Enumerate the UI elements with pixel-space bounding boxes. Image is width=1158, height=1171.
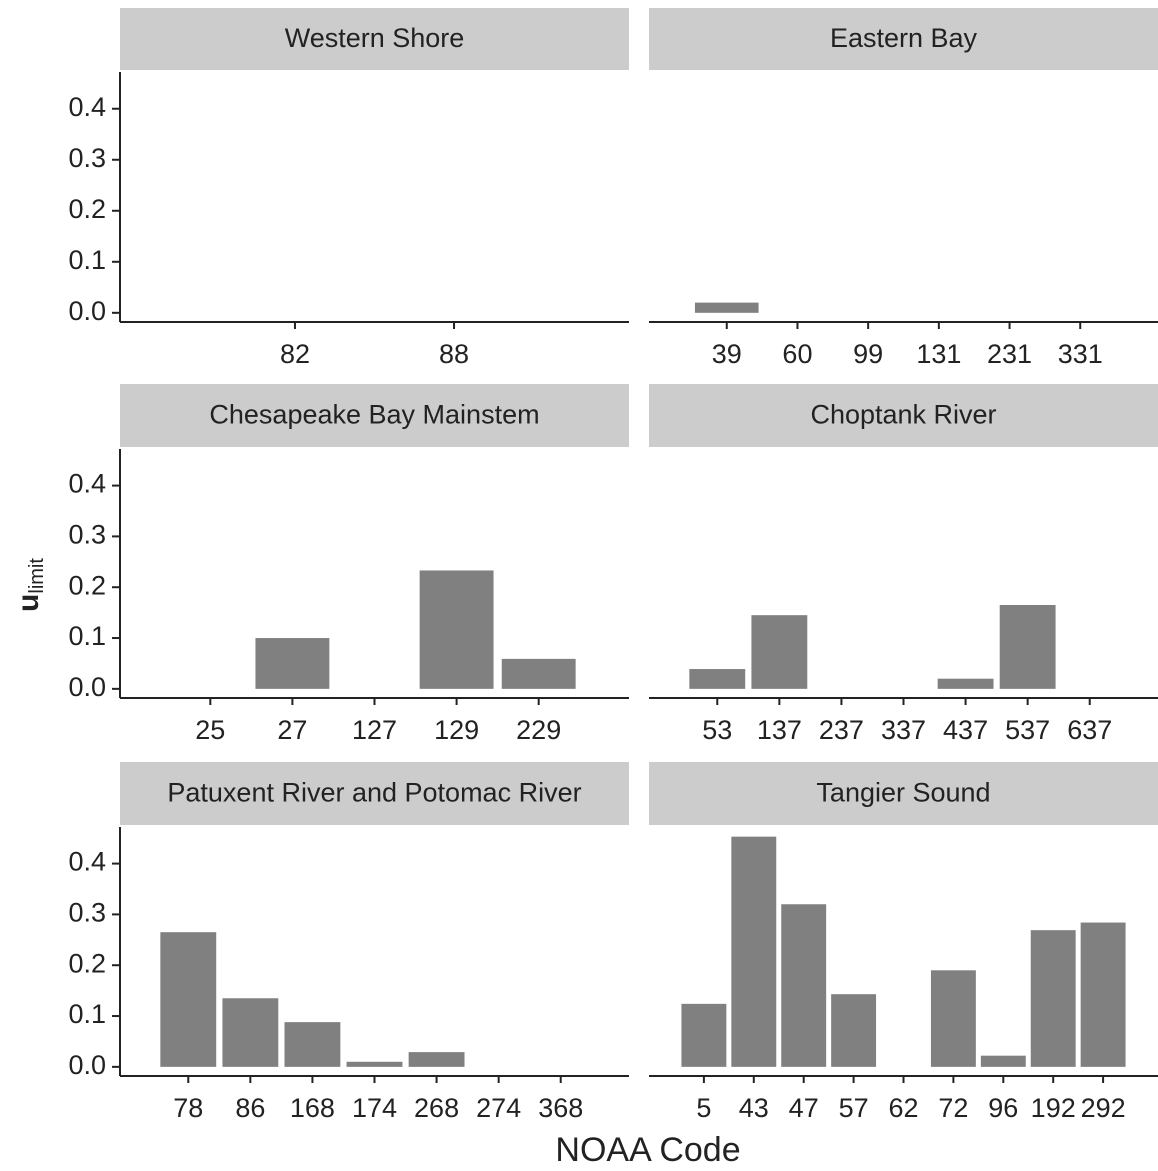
x-tick-label: 53 <box>702 715 732 745</box>
bar <box>731 836 777 1067</box>
y-tick-label: 0.4 <box>68 469 106 499</box>
x-tick-label: 192 <box>1031 1093 1076 1123</box>
panel-title: Tangier Sound <box>816 778 990 808</box>
panel-title: Patuxent River and Potomac River <box>167 778 581 808</box>
strip <box>649 384 1158 447</box>
x-tick-label: 72 <box>938 1093 968 1123</box>
x-tick-label: 637 <box>1067 715 1112 745</box>
strip <box>120 762 629 825</box>
bar <box>689 669 746 689</box>
x-tick-label: 43 <box>739 1093 769 1123</box>
x-tick-label: 96 <box>988 1093 1018 1123</box>
bar <box>980 1055 1026 1067</box>
x-tick-label: 274 <box>476 1093 521 1123</box>
y-axis-title-sub: limit <box>26 558 48 594</box>
x-tick-label: 368 <box>538 1093 583 1123</box>
strip <box>649 762 1158 825</box>
y-tick-label: 0.2 <box>68 948 106 978</box>
bar <box>751 615 808 689</box>
y-tick-label: 0.1 <box>68 999 106 1029</box>
y-tick-label: 0.3 <box>68 898 106 928</box>
strip <box>649 8 1158 70</box>
x-tick-label: 78 <box>173 1093 203 1123</box>
y-tick-label: 0.1 <box>68 245 106 275</box>
x-tick-label: 86 <box>235 1093 265 1123</box>
x-axis-title: NOAA Code <box>555 1131 740 1169</box>
bar <box>930 970 976 1067</box>
x-tick-label: 174 <box>352 1093 397 1123</box>
bar <box>255 638 330 689</box>
x-tick-label: 168 <box>290 1093 335 1123</box>
x-tick-label: 129 <box>434 715 479 745</box>
strip <box>120 384 629 447</box>
x-tick-label: 88 <box>439 339 469 369</box>
x-tick-label: 57 <box>839 1093 869 1123</box>
bar <box>419 570 494 689</box>
y-axis-title-main: u <box>12 594 45 612</box>
x-tick-label: 60 <box>782 339 812 369</box>
y-tick-label: 0.4 <box>68 847 106 877</box>
x-tick-label: 331 <box>1058 339 1103 369</box>
x-tick-label: 237 <box>819 715 864 745</box>
y-tick-label: 0.3 <box>68 143 106 173</box>
panel-title: Western Shore <box>285 23 465 53</box>
x-tick-label: 5 <box>696 1093 711 1123</box>
panel-title: Choptank River <box>810 400 996 430</box>
bar <box>284 1022 341 1067</box>
x-tick-label: 437 <box>943 715 988 745</box>
x-tick-label: 292 <box>1081 1093 1126 1123</box>
bar <box>681 1003 727 1067</box>
bar <box>408 1052 465 1067</box>
bar <box>831 994 877 1067</box>
x-tick-label: 137 <box>757 715 802 745</box>
y-tick-label: 0.2 <box>68 194 106 224</box>
bar <box>1030 930 1076 1067</box>
x-tick-label: 27 <box>277 715 307 745</box>
x-tick-label: 62 <box>888 1093 918 1123</box>
bar <box>999 605 1056 689</box>
y-tick-label: 0.4 <box>68 92 106 122</box>
x-tick-label: 229 <box>516 715 561 745</box>
x-tick-label: 82 <box>280 339 310 369</box>
y-tick-label: 0.3 <box>68 520 106 550</box>
panel-title: Eastern Bay <box>830 23 978 53</box>
y-tick-label: 0.0 <box>68 672 106 702</box>
bar <box>346 1061 403 1067</box>
y-tick-label: 0.0 <box>68 1050 106 1080</box>
bar <box>222 998 279 1067</box>
x-tick-label: 39 <box>712 339 742 369</box>
bar <box>1080 922 1126 1067</box>
x-tick-label: 127 <box>352 715 397 745</box>
strip <box>120 8 629 70</box>
x-tick-label: 268 <box>414 1093 459 1123</box>
bar <box>781 904 827 1067</box>
x-tick-label: 99 <box>853 339 883 369</box>
x-tick-label: 25 <box>195 715 225 745</box>
x-tick-label: 131 <box>916 339 961 369</box>
y-tick-label: 0.1 <box>68 621 106 651</box>
x-tick-label: 47 <box>789 1093 819 1123</box>
y-tick-label: 0.2 <box>68 570 106 600</box>
bar <box>694 302 759 313</box>
y-axis-title: ulimit <box>12 558 48 612</box>
bar <box>501 658 576 689</box>
y-tick-label: 0.0 <box>68 296 106 326</box>
x-tick-label: 231 <box>987 339 1032 369</box>
panel-title: Chesapeake Bay Mainstem <box>209 400 539 430</box>
bar <box>937 678 994 689</box>
bar <box>160 932 217 1067</box>
x-tick-label: 537 <box>1005 715 1050 745</box>
x-tick-label: 337 <box>881 715 926 745</box>
